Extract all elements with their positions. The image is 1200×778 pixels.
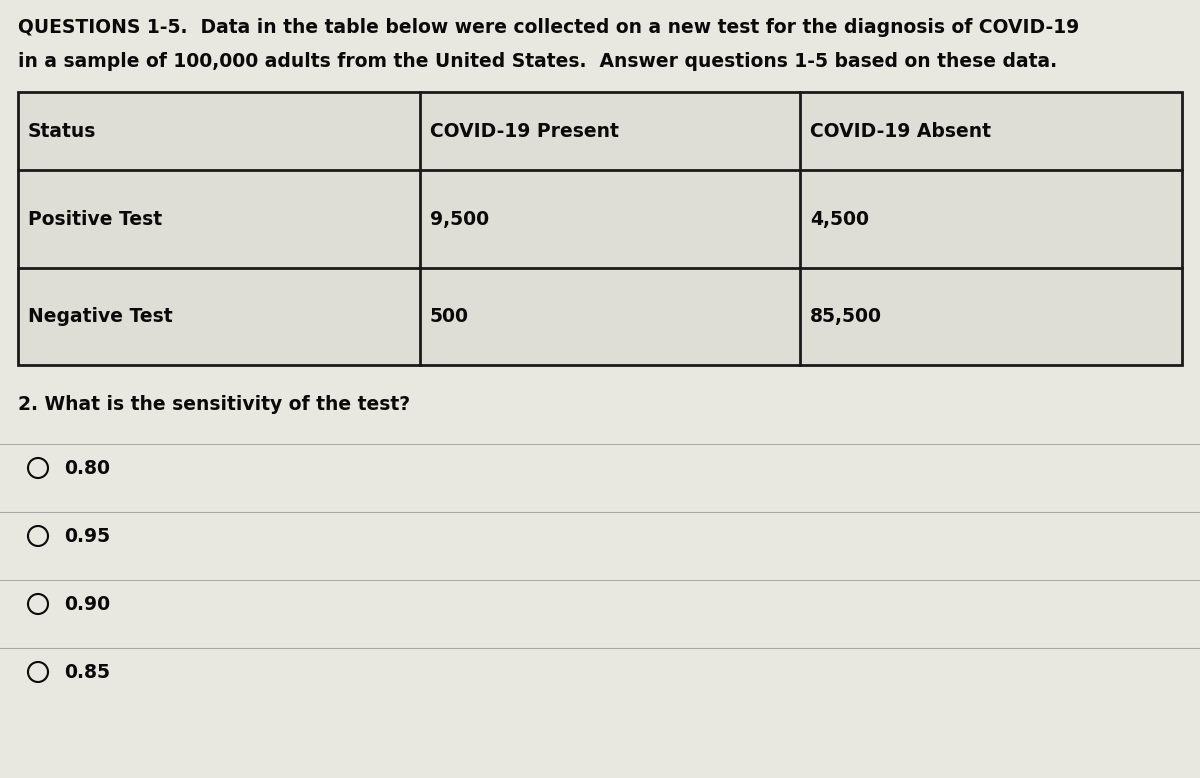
Text: 85,500: 85,500 <box>810 307 882 326</box>
Text: 9,500: 9,500 <box>430 209 490 229</box>
Text: 0.90: 0.90 <box>64 594 110 614</box>
Text: 0.80: 0.80 <box>64 458 110 478</box>
Text: in a sample of 100,000 adults from the United States.  Answer questions 1-5 base: in a sample of 100,000 adults from the U… <box>18 52 1057 71</box>
Text: Status: Status <box>28 121 96 141</box>
Text: QUESTIONS 1-5.  Data in the table below were collected on a new test for the dia: QUESTIONS 1-5. Data in the table below w… <box>18 18 1079 37</box>
Text: 0.85: 0.85 <box>64 663 110 682</box>
Text: Negative Test: Negative Test <box>28 307 173 326</box>
Text: 500: 500 <box>430 307 469 326</box>
Text: COVID-19 Present: COVID-19 Present <box>430 121 619 141</box>
Text: 4,500: 4,500 <box>810 209 869 229</box>
Text: COVID-19 Absent: COVID-19 Absent <box>810 121 991 141</box>
Bar <box>18 92 1182 365</box>
Text: Positive Test: Positive Test <box>28 209 162 229</box>
Text: 0.95: 0.95 <box>64 527 110 545</box>
Bar <box>18 92 1182 365</box>
Text: 2. What is the sensitivity of the test?: 2. What is the sensitivity of the test? <box>18 395 410 414</box>
